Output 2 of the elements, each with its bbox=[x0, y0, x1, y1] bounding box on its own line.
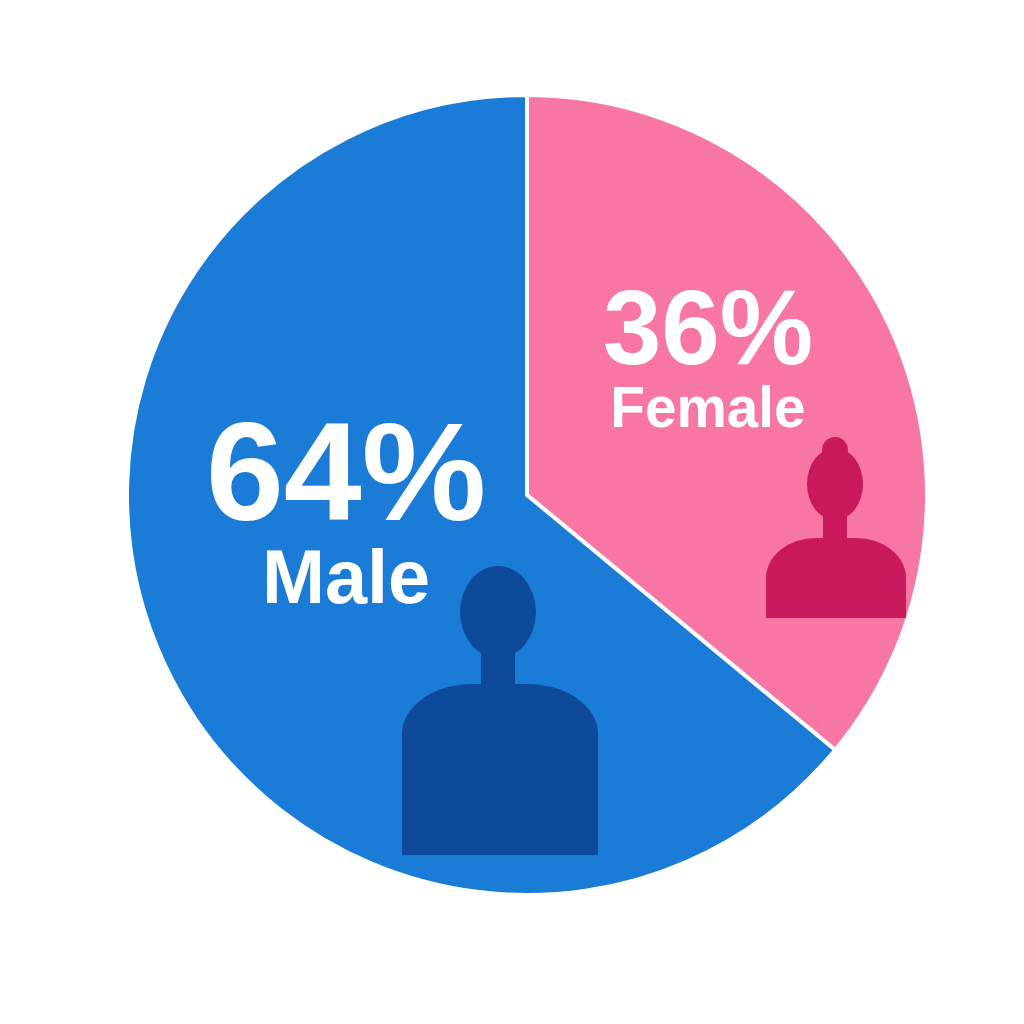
slice-label: Female bbox=[610, 375, 806, 439]
slice-label: Male bbox=[262, 534, 431, 619]
